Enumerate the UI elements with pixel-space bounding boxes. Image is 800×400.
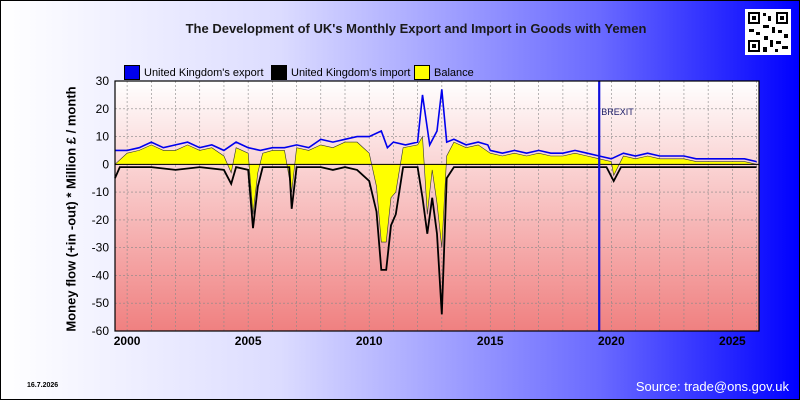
series-layer: BREXIT bbox=[114, 81, 759, 331]
y-tick-label: -40 bbox=[92, 268, 110, 282]
x-tick-label: 2010 bbox=[356, 334, 383, 348]
legend-swatch-export bbox=[124, 65, 140, 80]
chart-title: The Development of UK's Monthly Export a… bbox=[185, 21, 647, 36]
source-label: Source: trade@ons.gov.uk bbox=[635, 379, 789, 394]
y-tick-label: 10 bbox=[96, 130, 110, 144]
qr-code-icon bbox=[745, 9, 791, 55]
plot-border bbox=[114, 80, 760, 332]
y-tick-label: -60 bbox=[92, 324, 110, 338]
legend-label-balance: Balance bbox=[434, 67, 474, 79]
plot-background bbox=[115, 81, 759, 331]
y-tick-label: -50 bbox=[92, 296, 110, 310]
legend-label-import: United Kingdom's import bbox=[291, 67, 411, 79]
series-export-line bbox=[115, 89, 757, 163]
y-tick-label: 30 bbox=[96, 74, 110, 88]
x-tick-label: 2015 bbox=[477, 334, 504, 348]
y-tick-label: -30 bbox=[92, 241, 110, 255]
y-tick-label: 20 bbox=[96, 102, 110, 116]
x-tick-label: 2025 bbox=[719, 334, 746, 348]
y-tick-label: 0 bbox=[102, 157, 109, 171]
legend-swatch-balance bbox=[414, 65, 430, 80]
x-tick-label: 2000 bbox=[114, 334, 141, 348]
y-tick-label: -10 bbox=[92, 185, 110, 199]
legend-label-export: United Kingdom's export bbox=[144, 67, 264, 79]
brexit-label: BREXIT bbox=[601, 107, 634, 117]
legend-swatch-import bbox=[271, 65, 287, 80]
y-tick-label: -20 bbox=[92, 213, 110, 227]
x-tick-label: 2020 bbox=[598, 334, 625, 348]
date-stamp: 16.7.2026 bbox=[27, 382, 59, 389]
x-tick-label: 2005 bbox=[235, 334, 262, 348]
series-import-line bbox=[114, 166, 757, 315]
series-balance-area bbox=[114, 135, 757, 248]
